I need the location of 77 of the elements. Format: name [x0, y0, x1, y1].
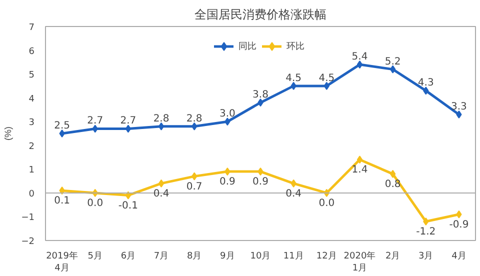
data-label: 0.9 [252, 176, 268, 188]
x-tick-label: 4月 [452, 252, 466, 262]
y-tick-label: 0 [28, 189, 35, 200]
x-tick-label: 3月 [418, 252, 434, 262]
data-label: 2.7 [87, 116, 104, 127]
point [324, 82, 330, 90]
data-label: 2.8 [186, 113, 202, 124]
point [125, 124, 132, 133]
data-label: 2.7 [120, 116, 136, 127]
data-label: 3.3 [451, 101, 467, 112]
data-label: 5.2 [384, 56, 401, 68]
point [258, 98, 264, 107]
y-tick-label: −1 [21, 213, 35, 224]
point [192, 172, 198, 180]
data-label: -0.1 [118, 200, 138, 212]
point [456, 210, 462, 218]
legend-label: 同比 [238, 40, 258, 52]
x-tick-label: 5月 [88, 252, 102, 262]
data-label: 2.8 [153, 113, 170, 124]
data-label: 5.4 [352, 52, 368, 63]
y-tick-label: 5 [28, 70, 35, 81]
data-label: 0.4 [286, 188, 302, 200]
point [290, 179, 296, 188]
data-label: -0.9 [449, 219, 469, 230]
x-tick-label: 10月 [250, 252, 271, 262]
data-label: 0.0 [87, 198, 104, 209]
point [158, 179, 164, 188]
x-tick-label: 2020年 1月 [344, 250, 376, 274]
data-label: 3.8 [252, 90, 268, 101]
chart-title: 全国居民消费价格涨跌幅 [194, 8, 326, 22]
data-label: 0.4 [153, 188, 170, 200]
data-label: 4.3 [418, 78, 434, 89]
data-label: 0.1 [54, 196, 70, 207]
data-label: 0.9 [219, 176, 236, 188]
point [390, 170, 396, 178]
point [59, 130, 65, 138]
y-tick-label: 6 [28, 46, 35, 57]
x-tick-label: 2019年 4月 [46, 250, 78, 274]
data-label: 4.5 [286, 72, 302, 84]
y-tick-label: 4 [28, 94, 35, 104]
data-label: 2.5 [54, 120, 70, 132]
point [59, 186, 65, 195]
data-label: 0.7 [186, 181, 202, 192]
data-label: 0.8 [384, 178, 401, 190]
point [356, 60, 363, 69]
point [290, 82, 296, 90]
data-label: -1.2 [416, 226, 436, 238]
point [456, 110, 462, 118]
data-label: 1.4 [352, 164, 368, 176]
data-label: 0.0 [318, 198, 335, 209]
y-tick-label: 7 [28, 23, 35, 33]
legend-label: 环比 [286, 40, 306, 52]
y-tick-label: −2 [21, 237, 35, 247]
point [423, 217, 429, 226]
point [390, 65, 396, 74]
x-tick-label: 12月 [316, 252, 337, 262]
x-tick-label: 8月 [186, 252, 202, 262]
point [258, 168, 264, 176]
data-label: 3.0 [219, 108, 236, 120]
point [356, 156, 363, 164]
y-tick-label: 2 [28, 142, 35, 152]
x-tick-label: 11月 [283, 252, 304, 262]
point [158, 122, 164, 130]
x-tick-label: 6月 [120, 252, 136, 262]
point [224, 118, 230, 126]
point [125, 191, 132, 200]
data-label: 4.5 [318, 72, 335, 84]
x-tick-label: 2月 [385, 252, 400, 262]
y-tick-label: 3 [28, 118, 35, 128]
y-tick-label: 1 [28, 166, 35, 176]
x-tick-label: 7月 [154, 252, 169, 262]
y-axis-title: (%) [3, 126, 14, 140]
point [423, 86, 429, 95]
x-tick-label: 9月 [220, 252, 235, 262]
point [92, 124, 98, 133]
point [192, 122, 198, 130]
point [224, 168, 230, 176]
